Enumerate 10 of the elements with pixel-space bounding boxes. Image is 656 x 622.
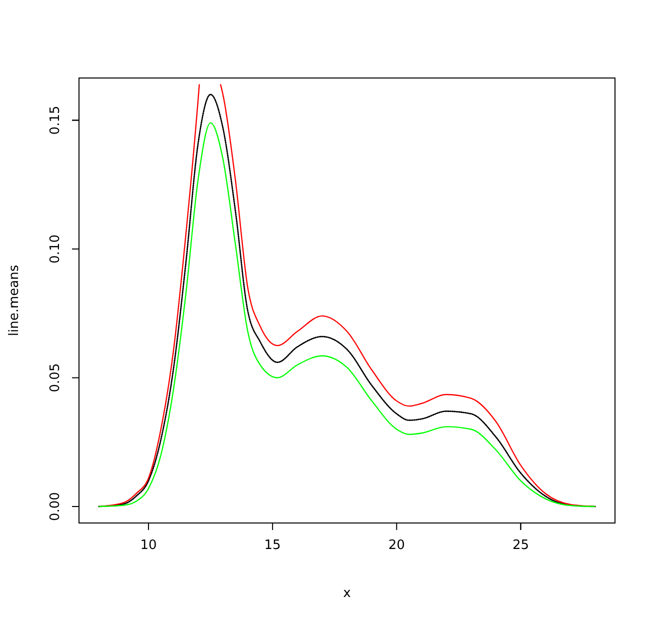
x-tick-label: 15 [264, 538, 281, 554]
x-axis-title: x [343, 586, 352, 601]
y-tick-label: 0.15 [48, 106, 64, 135]
y-axis-title: line.means [7, 264, 22, 336]
y-tick-label: 0.05 [48, 363, 64, 392]
y-tick-label: 0.00 [48, 492, 64, 521]
x-tick-label: 20 [388, 538, 405, 554]
x-tick-label: 10 [140, 538, 157, 554]
x-tick-label: 25 [512, 538, 529, 554]
y-tick-label: 0.10 [48, 234, 64, 264]
